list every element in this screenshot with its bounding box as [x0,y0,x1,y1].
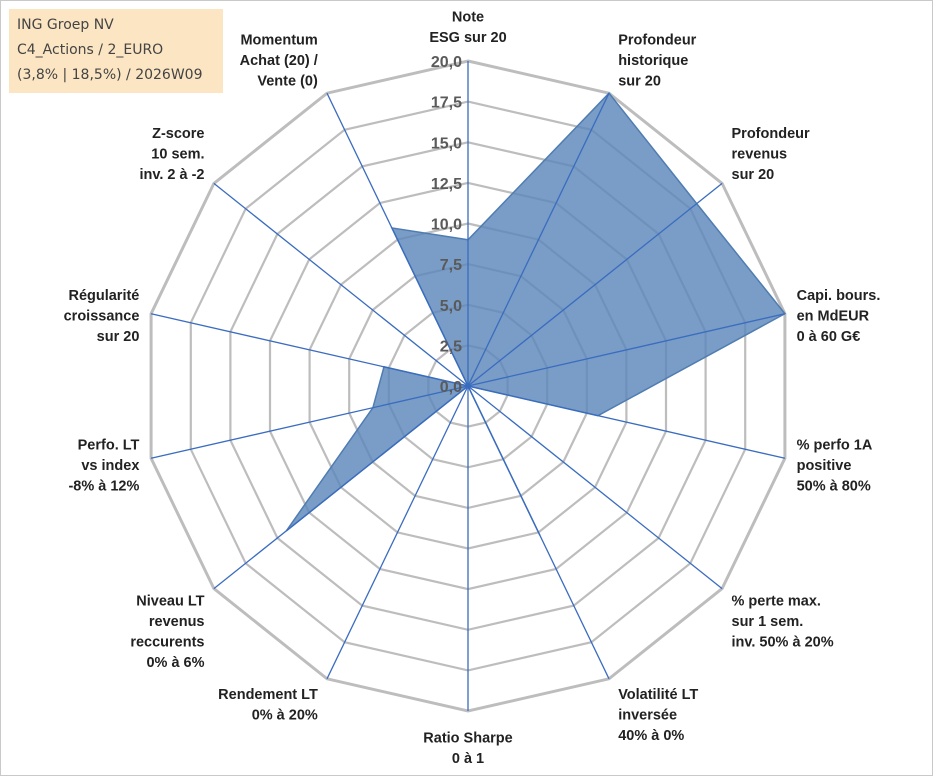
category-label: Ratio Sharpe [423,731,512,747]
category-label: Capi. bours. [797,288,881,304]
radar-tick-labels: 0,0 2,5 5,0 7,5 10,0 12,5 15,0 17,5 20,0 [431,54,462,396]
tick-label: 10,0 [431,217,462,234]
category-label: ESG sur 20 [429,30,506,46]
category-label: Profondeur [618,33,696,49]
spoke-line [326,385,469,680]
category-label: Volatilité LT [618,687,698,703]
spoke-line [213,385,469,590]
tick-label: 0,0 [440,379,462,396]
tick-label: 12,5 [431,176,462,193]
category-label: Rendement LT [218,687,318,703]
category-label: Vente (0) [257,74,318,90]
spoke-line [467,92,610,387]
category-label: Niveau LT [136,594,204,610]
tick-label: 5,0 [440,298,462,315]
category-label: -8% à 12% [68,479,139,495]
category-label: Z-score [152,126,204,142]
spoke-line [150,385,469,459]
category-label: 10 sem. [151,147,204,163]
spoke-line [213,182,469,387]
category-label: % perte max. [732,594,821,610]
info-line-stats: (3,8% | 18,5%) / 2026W09 [17,67,203,83]
spoke-line [467,385,786,459]
category-label: croissance [64,308,140,324]
category-label: inversée [618,708,677,724]
category-label: 40% à 0% [618,728,684,744]
tick-label: 2,5 [440,338,462,355]
series-area [285,92,787,536]
category-label: Note [452,10,484,26]
category-label: Régularité [68,288,139,304]
tick-label: 17,5 [431,95,462,112]
radar-spokes [150,61,786,711]
info-line-company: ING Groep NV [17,17,114,33]
category-label: Momentum [240,33,317,49]
info-box: ING Groep NV C4_Actions / 2_EURO (3,8% |… [9,9,223,93]
category-label: Profondeur [732,126,810,142]
category-label: 0% à 6% [146,655,204,671]
category-label: vs index [81,458,139,474]
tick-label: 20,0 [431,54,462,71]
category-label: inv. 50% à 20% [732,635,834,651]
category-label: Perfo. LT [78,438,140,454]
category-label: 50% à 80% [797,479,871,495]
category-label: sur 20 [618,74,661,90]
spoke-line [467,385,610,680]
category-label: sur 20 [732,167,775,183]
tick-label: 15,0 [431,135,462,152]
category-label: en MdEUR [797,308,870,324]
spoke-line [326,92,469,387]
category-label: 0% à 20% [252,708,318,724]
spoke-line [467,182,723,387]
radar-category-labels: Note ESG sur 20 Profondeur historique sur 20… [64,10,881,768]
category-label: Achat (20) / [240,53,318,69]
category-label: % perfo 1A [797,438,873,454]
category-label: 0 à 60 G€ [797,329,861,345]
spoke-line [150,313,469,387]
category-label: revenus [149,614,205,630]
info-line-category: C4_Actions / 2_EURO [17,42,164,58]
category-label: sur 20 [97,329,140,345]
tick-label: 7,5 [440,257,462,274]
category-label: sur 1 sem. [732,614,804,630]
category-label: reccurents [130,635,204,651]
category-label: positive [797,458,852,474]
category-label: 0 à 1 [452,751,484,767]
category-label: inv. 2 à -2 [139,167,204,183]
spoke-line [467,385,723,590]
category-label: historique [618,53,688,69]
spoke-line [467,313,786,387]
category-label: revenus [732,147,788,163]
radar-series [285,92,787,536]
